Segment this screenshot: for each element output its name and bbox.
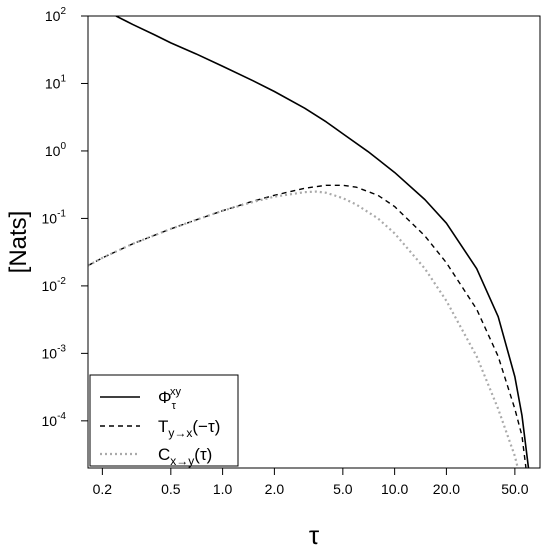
- y-tick-label: 10-2: [42, 276, 67, 294]
- legend-label-1: Φτxy: [158, 386, 181, 412]
- x-tick-label: 2.0: [265, 481, 285, 497]
- x-tick-label: 5.0: [333, 481, 353, 497]
- y-tick-label: 10-4: [42, 411, 67, 429]
- series-line-3: [88, 190, 519, 468]
- legend: Φτxy Ty→x(−τ) Cx→y(τ): [89, 374, 239, 468]
- x-tick-label: 20.0: [433, 481, 460, 497]
- series-line-1: [115, 16, 530, 468]
- x-tick-label: 1.0: [213, 481, 233, 497]
- y-tick-label: 10-3: [42, 343, 67, 361]
- plot-frame: [87, 15, 541, 469]
- plot-curves: [88, 16, 530, 468]
- y-axis-title: [Nats]: [5, 211, 32, 274]
- x-tick-label: 10.0: [381, 481, 408, 497]
- x-tick-label: 0.5: [161, 481, 181, 497]
- y-tick-label: 10-1: [42, 208, 67, 226]
- x-axis-title: τ: [309, 520, 320, 549]
- legend-label-3: Cx→y(τ): [158, 445, 212, 468]
- x-tick-label: 0.2: [93, 481, 113, 497]
- series-line-2: [88, 184, 527, 468]
- legend-label-2: Ty→x(−τ): [158, 417, 220, 440]
- legend-box: [89, 374, 239, 467]
- y-tick-label: 100: [45, 141, 67, 159]
- y-tick-label: 101: [45, 73, 67, 91]
- y-tick-label: 102: [45, 6, 67, 24]
- x-tick-label: 50.0: [501, 481, 528, 497]
- x-axis-ticks: 0.2 0.5 1.0 2.0 5.0 10.0 20.0 50.0: [93, 468, 529, 497]
- y-axis-ticks: 102 101 100 10-1 10-2 10-3 10-4: [42, 6, 88, 429]
